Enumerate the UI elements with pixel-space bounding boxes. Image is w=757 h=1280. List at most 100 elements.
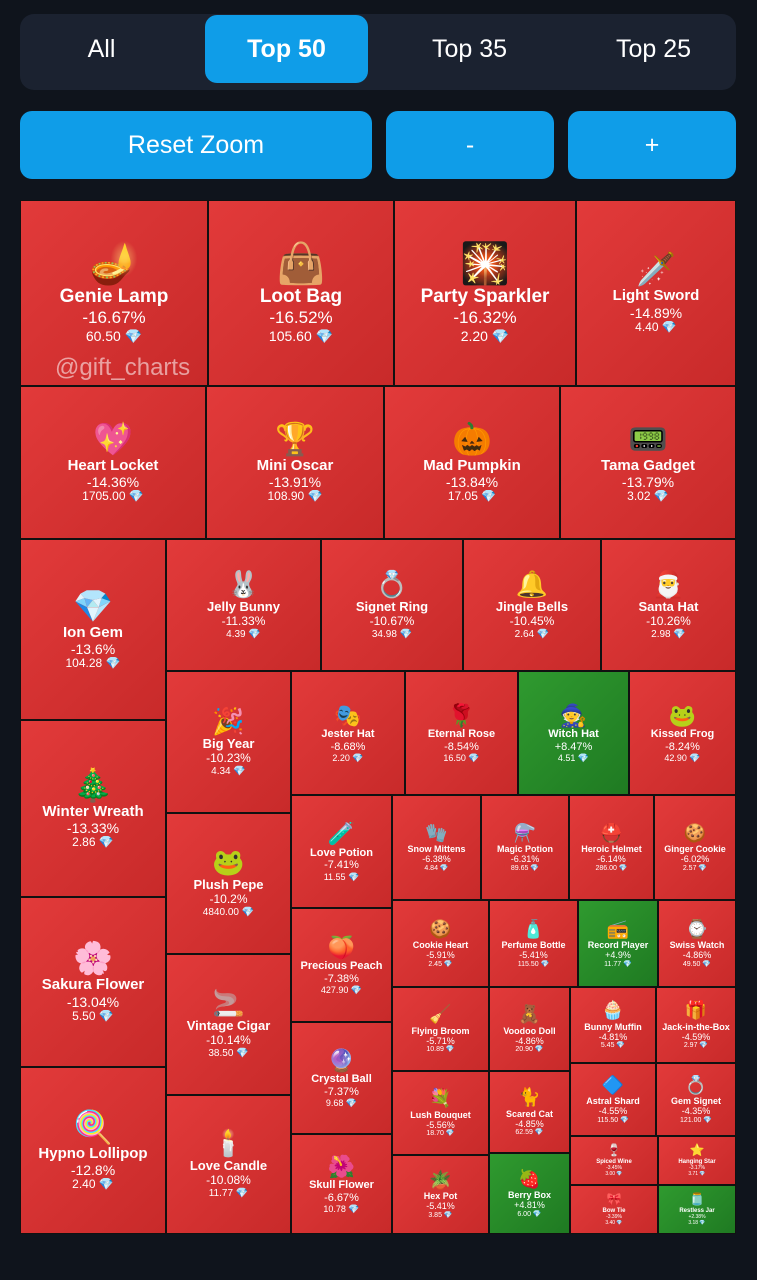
- tile-name: Hex Pot: [423, 1191, 458, 1202]
- tab-top-25[interactable]: Top 25: [615, 34, 692, 63]
- reset-zoom-button[interactable]: Reset Zoom: [20, 111, 372, 179]
- treemap-tile-party-sparkler[interactable]: 🎇 Party Sparkler -16.32% 2.20 💎: [394, 200, 576, 386]
- treemap-tile-precious-peach[interactable]: 🍑 Precious Peach -7.38% 427.90 💎: [291, 908, 392, 1022]
- treemap-tile-flying-broom[interactable]: 🧹 Flying Broom -5.71% 10.89 💎: [392, 987, 489, 1071]
- treemap-tile-voodoo-doll[interactable]: 🧸 Voodoo Doll -4.86% 20.90 💎: [489, 987, 570, 1071]
- treemap-tile-swiss-watch[interactable]: ⌚ Swiss Watch -4.86% 49.50 💎: [658, 900, 736, 987]
- treemap-tile-plush-pepe[interactable]: 🐸 Plush Pepe -10.2% 4840.00 💎: [166, 813, 291, 954]
- treemap-tile-spiced-wine[interactable]: 🍷 Spiced Wine -3.45% 3.00 💎: [570, 1136, 658, 1185]
- tile-name: Bunny Muffin: [584, 1021, 642, 1032]
- treemap-tile-kissed-frog[interactable]: 🐸 Kissed Frog -8.24% 42.90 💎: [629, 671, 736, 795]
- treemap-tile-santa-hat[interactable]: 🎅 Santa Hat -10.26% 2.98 💎: [601, 539, 736, 671]
- range-tab-bar: All Top 50 Top 35 Top 25: [20, 14, 736, 90]
- treemap-tile-mad-pumpkin[interactable]: 🎃 Mad Pumpkin -13.84% 17.05 💎: [384, 386, 560, 539]
- tile-change: -4.35%: [681, 1106, 711, 1117]
- treemap-tile-perfume-bottle[interactable]: 🧴 Perfume Bottle -5.41% 115.50 💎: [489, 900, 578, 987]
- magic-potion-icon: ⚗️: [513, 822, 537, 843]
- treemap-tile-lush-bouquet[interactable]: 💐 Lush Bouquet -5.56% 18.70 💎: [392, 1071, 489, 1155]
- tile-price-value: 10.89: [426, 1046, 444, 1054]
- treemap-tile-winter-wreath[interactable]: 🎄 Winter Wreath -13.33% 2.86 💎: [20, 720, 166, 897]
- treemap-tile-jelly-bunny[interactable]: 🐰 Jelly Bunny -11.33% 4.39 💎: [166, 539, 321, 671]
- tile-name: Jingle Bells: [495, 598, 569, 614]
- tile-change: -3.17%: [689, 1165, 705, 1172]
- treemap-tile-heart-locket[interactable]: 💖 Heart Locket -14.36% 1705.00 💎: [20, 386, 206, 539]
- tile-price-value: 2.20: [332, 753, 350, 764]
- bunny-muffin-icon: 🧁: [601, 1000, 625, 1021]
- treemap-tile-light-sword[interactable]: 🗡️ Light Sword -14.89% 4.40 💎: [576, 200, 736, 386]
- tile-change: -13.79%: [621, 474, 675, 491]
- tab-top-35[interactable]: Top 35: [431, 34, 508, 63]
- precious-peach-icon: 🍑: [327, 934, 356, 960]
- treemap-tile-crystal-ball[interactable]: 🔮 Crystal Ball -7.37% 9.68 💎: [291, 1022, 392, 1134]
- treemap-tile-astral-shard[interactable]: 🔷 Astral Shard -4.55% 115.50 💎: [570, 1063, 656, 1136]
- tile-change: -10.08%: [206, 1173, 251, 1188]
- tile-name: Mad Pumpkin: [423, 456, 521, 474]
- tile-change: -8.24%: [665, 740, 700, 753]
- tab-top-50[interactable]: Top 50: [205, 15, 368, 83]
- treemap-tile-scared-cat[interactable]: 🐈 Scared Cat -4.85% 62.59 💎: [489, 1071, 570, 1153]
- treemap-tile-love-potion[interactable]: 🧪 Love Potion -7.41% 11.55 💎: [291, 795, 392, 908]
- tile-price-value: 20.90: [515, 1046, 533, 1054]
- treemap-tile-jester-hat[interactable]: 🎭 Jester Hat -8.68% 2.20 💎: [291, 671, 405, 795]
- treemap-tile-jack-in-the-box[interactable]: 🎁 Jack-in-the-Box -4.59% 2.97 💎: [656, 987, 736, 1063]
- tile-change: -6.67%: [324, 1191, 359, 1204]
- tile-change: -5.41%: [519, 950, 548, 961]
- treemap-tile-hanging-star[interactable]: ⭐ Hanging Star -3.17% 3.71 💎: [658, 1136, 736, 1185]
- diamond-icon: 💎: [528, 864, 540, 872]
- treemap-tile-big-year[interactable]: 🎉 Big Year -10.23% 4.34 💎: [166, 671, 291, 813]
- treemap-tile-eternal-rose[interactable]: 🌹 Eternal Rose -8.54% 16.50 💎: [405, 671, 518, 795]
- treemap-tile-bunny-muffin[interactable]: 🧁 Bunny Muffin -4.81% 5.45 💎: [570, 987, 656, 1063]
- tile-price-value: 3.18: [688, 1219, 699, 1226]
- treemap-tile-mini-oscar[interactable]: 🏆 Mini Oscar -13.91% 108.90 💎: [206, 386, 384, 539]
- tile-change: -4.81%: [598, 1031, 628, 1042]
- treemap-tile-heroic-helmet[interactable]: ⛑️ Heroic Helmet -6.14% 286.00 💎: [569, 795, 654, 900]
- tile-name: Jack-in-the-Box: [662, 1021, 730, 1032]
- tile-name: Party Sparkler: [420, 286, 550, 308]
- treemap-tile-ion-gem[interactable]: 💎 Ion Gem -13.6% 104.28 💎: [20, 539, 166, 720]
- treemap-tile-hex-pot[interactable]: 🪴 Hex Pot -5.41% 3.85 💎: [392, 1155, 489, 1234]
- tile-name: Sakura Flower: [41, 976, 145, 994]
- diamond-icon: 💎: [95, 835, 114, 850]
- treemap-tile-loot-bag[interactable]: 👜 Loot Bag -16.52% 105.60 💎: [208, 200, 394, 386]
- tile-change: -13.91%: [268, 474, 322, 491]
- treemap-tile-cookie-heart[interactable]: 🍪 Cookie Heart -5.91% 2.45 💎: [392, 900, 489, 987]
- tile-price: 115.50 💎: [597, 1117, 629, 1125]
- treemap-tile-restless-jar[interactable]: 🫙 Restless Jar +2.38% 3.18 💎: [658, 1185, 736, 1234]
- treemap-tile-skull-flower[interactable]: 🌺 Skull Flower -6.67% 10.78 💎: [291, 1134, 392, 1234]
- treemap-tile-ginger-cookie[interactable]: 🍪 Ginger Cookie -6.02% 2.57 💎: [654, 795, 736, 900]
- treemap-tile-gem-signet[interactable]: 💍 Gem Signet -4.35% 121.00 💎: [656, 1063, 736, 1136]
- tile-price: 89.65 💎: [511, 865, 539, 873]
- tile-price-value: 2.40: [72, 1177, 96, 1192]
- treemap-tile-record-player[interactable]: 📻 Record Player +4.9% 11.77 💎: [578, 900, 658, 987]
- treemap-tile-magic-potion[interactable]: ⚗️ Magic Potion -6.31% 89.65 💎: [481, 795, 569, 900]
- tile-name: Skull Flower: [309, 1179, 374, 1192]
- treemap-tile-hypno-lollipop[interactable]: 🍭 Hypno Lollipop -12.8% 2.40 💎: [20, 1067, 166, 1234]
- tile-price-value: 34.98: [371, 628, 397, 640]
- party-sparkler-icon: 🎇: [460, 242, 510, 287]
- tile-price: 427.90 💎: [321, 985, 362, 995]
- tile-price: 60.50 💎: [86, 328, 142, 344]
- tile-price: 4.39 💎: [226, 629, 261, 641]
- treemap-tile-snow-mittens[interactable]: 🧤 Snow Mittens -6.38% 4.84 💎: [392, 795, 481, 900]
- astral-shard-icon: 🔷: [601, 1074, 625, 1095]
- tile-name: Magic Potion: [497, 844, 553, 855]
- tile-price: 10.78 💎: [323, 1204, 359, 1214]
- treemap-tile-vintage-cigar[interactable]: 🚬 Vintage Cigar -10.14% 38.50 💎: [166, 954, 291, 1095]
- treemap-tile-sakura-flower[interactable]: 🌸 Sakura Flower -13.04% 5.50 💎: [20, 897, 166, 1067]
- treemap-tile-love-candle[interactable]: 🕯️ Love Candle -10.08% 11.77 💎: [166, 1095, 291, 1234]
- tile-change: -10.26%: [646, 613, 691, 628]
- treemap-tile-berry-box[interactable]: 🍓 Berry Box +4.81% 6.00 💎: [489, 1153, 570, 1234]
- tab-all[interactable]: All: [87, 34, 116, 63]
- diamond-icon: 💎: [465, 753, 480, 764]
- treemap-tile-jingle-bells[interactable]: 🔔 Jingle Bells -10.45% 2.64 💎: [463, 539, 601, 671]
- treemap-tile-witch-hat[interactable]: 🧙 Witch Hat +8.47% 4.51 💎: [518, 671, 629, 795]
- treemap-tile-signet-ring[interactable]: 💍 Signet Ring -10.67% 34.98 💎: [321, 539, 463, 671]
- mini-oscar-icon: 🏆: [275, 420, 315, 457]
- zoom-out-button[interactable]: -: [386, 111, 554, 179]
- zoom-in-button[interactable]: +: [568, 111, 736, 179]
- tile-change: -12.8%: [70, 1162, 116, 1179]
- treemap-tile-genie-lamp[interactable]: 🪔 Genie Lamp -16.67% 60.50 💎: [20, 200, 208, 386]
- treemap-tile-bow-tie[interactable]: 🎀 Bow Tie -3.39% 3.40 💎: [570, 1185, 658, 1234]
- diamond-icon: 💎: [487, 327, 510, 344]
- treemap-tile-tama-gadget[interactable]: 📟 Tama Gadget -13.79% 3.02 💎: [560, 386, 736, 539]
